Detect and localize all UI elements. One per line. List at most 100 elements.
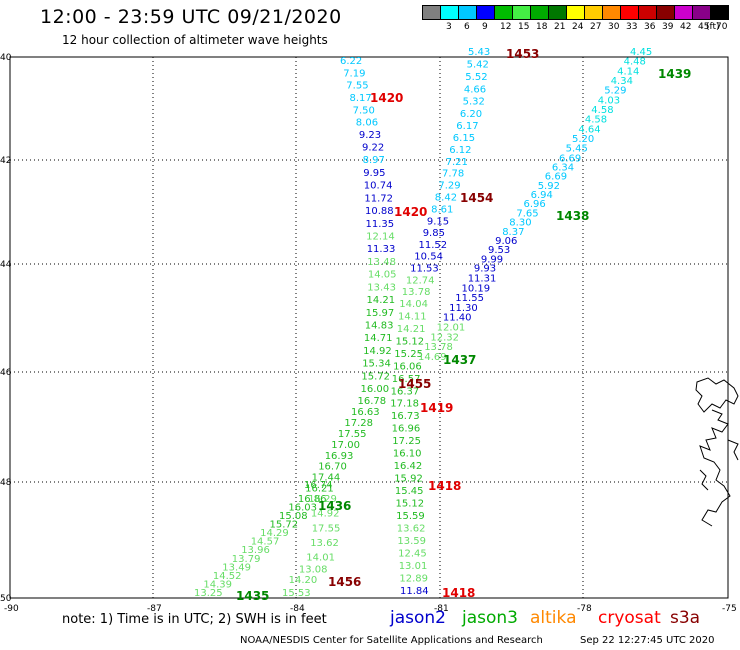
wave-height-label: 11.72 <box>364 193 393 204</box>
wave-height-label: 15.08 <box>279 511 308 522</box>
wave-height-label: 14.05 <box>368 270 397 281</box>
wave-height-label: 14.69 <box>418 352 447 363</box>
wave-height-label: 16.42 <box>394 461 423 472</box>
wave-height-label: 16.86 <box>298 494 327 505</box>
wave-height-label: 7.19 <box>343 68 365 79</box>
wave-height-label: 5.42 <box>467 59 489 70</box>
legend-label: 27 <box>590 22 602 32</box>
wave-height-label: 6.17 <box>456 121 478 132</box>
wave-height-label: 6.15 <box>453 133 475 144</box>
wave-height-label: 13.01 <box>399 561 428 572</box>
legend-swatch <box>422 5 441 20</box>
legend-label: 30 <box>608 22 620 32</box>
wave-height-label: 9.93 <box>474 264 496 275</box>
wave-height-label: 12.74 <box>406 275 435 286</box>
legend-swatch <box>476 5 495 20</box>
wave-height-label: 11.40 <box>443 313 472 324</box>
wave-height-label: 9.95 <box>363 168 385 179</box>
wave-height-label: 10.88 <box>365 206 394 217</box>
wave-height-label: 15.25 <box>394 349 423 360</box>
pass-time-label: 1438 <box>556 209 589 223</box>
wave-height-label: 13.43 <box>367 282 396 293</box>
wave-height-label: 14.04 <box>399 299 428 310</box>
wave-height-label: 5.29 <box>604 86 626 97</box>
wave-height-label: 8.30 <box>509 218 531 229</box>
wave-height-label: 9.23 <box>359 130 381 141</box>
wave-height-label: 16.06 <box>393 361 422 372</box>
wave-height-label: 9.06 <box>495 236 517 247</box>
pass-time-label: 1436 <box>318 499 351 513</box>
wave-height-label: 15.12 <box>396 337 425 348</box>
wave-height-label: 14.01 <box>306 552 335 563</box>
wave-height-label: 12.14 <box>366 232 395 243</box>
wave-height-label: 16.96 <box>392 424 421 435</box>
wave-height-label: 5.43 <box>468 47 490 58</box>
wave-height-label: 5.52 <box>465 72 487 83</box>
pass-time-label: 1420 <box>394 205 427 219</box>
pass-time-label: 1455 <box>398 377 431 391</box>
wave-height-label: 17.25 <box>392 436 421 447</box>
legend-label: 6 <box>464 22 470 32</box>
wave-height-label: 9.85 <box>423 228 445 239</box>
wave-height-label: 16.78 <box>358 396 387 407</box>
lat-tick-label: 40 <box>0 53 12 63</box>
legend-label: 33 <box>626 22 638 32</box>
wave-height-label: 11.35 <box>366 219 395 230</box>
pass-time-label: 1419 <box>420 401 453 415</box>
wave-height-legend: 3 6 9 12 15 18 21 24 27 30 33 36 39 42 45 70 (ft) <box>422 5 729 35</box>
wave-height-label: 16.93 <box>325 451 354 462</box>
legend-swatch <box>602 5 621 20</box>
time-marks: 1420 1454 1438 1437 1455 1419 1418 1456 1435 1418 <box>236 191 589 603</box>
pass-time-label: 1418 <box>442 586 475 600</box>
map-grid <box>9 56 729 599</box>
wave-height-label: 6.22 <box>340 56 362 67</box>
legend-label: 70 <box>716 22 728 32</box>
wave-height-label: 4.58 <box>591 105 613 116</box>
wave-height-label: 15.97 <box>366 308 395 319</box>
footer-credit: NOAA/NESDIS Center for Satellite Applica… <box>240 635 543 646</box>
legend-swatch <box>512 5 531 20</box>
wave-height-label: 14.71 <box>364 333 393 344</box>
legend-unit: (ft) <box>706 22 720 32</box>
satellite-name: s3a <box>670 608 701 628</box>
wave-height-label: 14.57 <box>251 537 280 548</box>
wave-height-label: 11.31 <box>468 274 497 285</box>
lat-tick-label: 46 <box>0 368 12 378</box>
wave-height-label: 8.42 <box>435 193 457 204</box>
pass-time-label: 1454 <box>460 191 493 205</box>
wave-height-label: 5.20 <box>572 134 594 145</box>
lon-tick-label: -90 <box>4 604 19 614</box>
satellite-name: altika <box>530 608 577 628</box>
satellite-tracks: 6.227.19 7.558.177.50 8.069.239.22 8.97 9.95… <box>194 47 691 599</box>
pass-time-label: 1435 <box>236 589 269 603</box>
wave-height-label: 17.55 <box>312 523 341 534</box>
legend-label: 9 <box>482 22 488 32</box>
wave-height-label: 7.29 <box>438 181 460 192</box>
lon-tick-label: -78 <box>577 604 592 614</box>
wave-height-label: 9.99 <box>481 254 503 265</box>
wave-height-label: 8.06 <box>356 118 378 129</box>
wave-height-label: 15.59 <box>396 511 425 522</box>
track-a: 6.227.19 7.558.177.50 8.069.239.22 8.97 9.95… <box>194 56 403 599</box>
wave-height-label: 13.79 <box>232 554 261 565</box>
map-frame <box>9 56 729 599</box>
wave-height-label: 4.66 <box>464 84 486 95</box>
wave-height-label: 12.32 <box>430 332 459 343</box>
legend-swatch <box>656 5 675 20</box>
wave-height-label: 17.00 <box>331 440 360 451</box>
lat-tick-label: 50 <box>0 594 12 604</box>
pass-time-label: 1439 <box>658 67 691 81</box>
wave-height-label: 6.94 <box>531 190 553 201</box>
wave-height-label: 8.97 <box>363 155 385 166</box>
wave-height-label: 7.55 <box>346 81 368 92</box>
satellite-name: jason2 <box>390 608 446 628</box>
wave-height-label: 10.19 <box>462 283 491 294</box>
wave-height-label: 4.03 <box>598 95 620 106</box>
map-subtitle: 12 hour collection of altimeter wave hei… <box>62 33 328 47</box>
pass-time-label: 1437 <box>443 353 476 367</box>
wave-height-label: 11.55 <box>455 293 484 304</box>
wave-height-label: 4.14 <box>617 66 639 77</box>
legend-label: 39 <box>662 22 674 32</box>
lon-tick-label: -87 <box>147 604 162 614</box>
